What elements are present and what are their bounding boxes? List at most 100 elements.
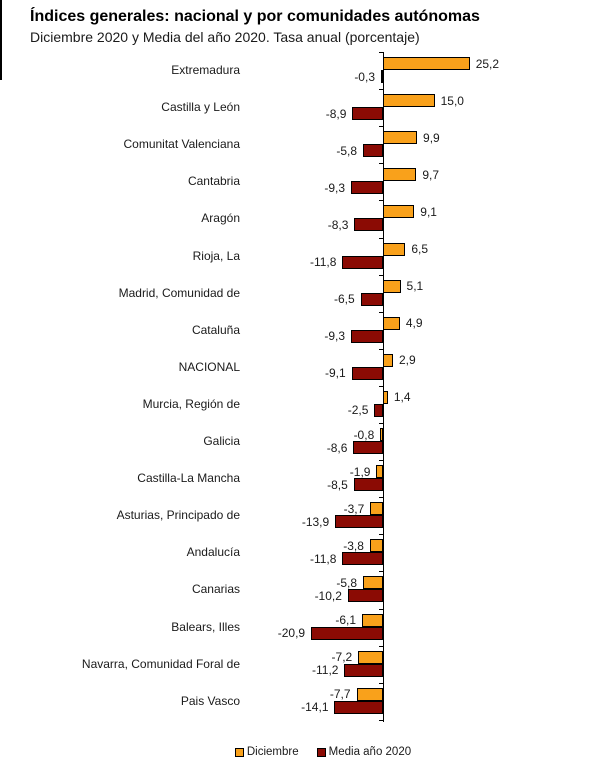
axis-tick	[379, 163, 383, 165]
value-label-media-ano-2020: -9,1	[325, 366, 346, 381]
legend-label: Diciembre	[246, 746, 299, 758]
bar-media-ano-2020	[353, 441, 383, 454]
value-label-december: -1,9	[349, 464, 371, 479]
value-label-december: 1,4	[393, 390, 411, 405]
value-label-media-ano-2020: -20,9	[277, 626, 306, 640]
bar-media-ano-2020	[335, 515, 383, 529]
value-label-media-ano-2020: -2,5	[347, 403, 369, 418]
bar-december	[383, 168, 417, 182]
category-label: Rioja, La	[192, 248, 240, 263]
axis-tick	[379, 200, 383, 202]
legend-item-diciembre: Diciembre	[234, 746, 299, 758]
axis-tick	[379, 237, 383, 239]
bar-media-ano-2020	[351, 181, 383, 195]
category-label: Galicia	[203, 434, 240, 448]
value-label-december: 2,9	[398, 353, 416, 368]
value-label-media-ano-2020: -10,2	[314, 588, 342, 603]
value-label-media-ano-2020: -9,3	[324, 180, 346, 195]
bar-december	[362, 613, 383, 627]
chart-subtitle: Diciembre 2020 y Media del año 2020. Tas…	[30, 29, 420, 45]
value-label-december: -7,2	[331, 650, 353, 665]
category-label: Castilla y León	[161, 100, 240, 115]
value-label-media-ano-2020: -13,9	[301, 514, 330, 529]
axis-tick	[379, 423, 383, 424]
value-label-media-ano-2020: -14,1	[301, 700, 329, 715]
bar-december	[358, 650, 383, 664]
bar-media-ano-2020	[353, 478, 383, 492]
axis-tick	[379, 348, 383, 350]
value-label-december: -3,8	[343, 538, 364, 553]
bar-december	[383, 279, 401, 293]
bar-december	[369, 539, 383, 553]
axis-tick	[379, 460, 383, 462]
category-label: Aragón	[201, 211, 240, 226]
axis-tick	[379, 385, 383, 387]
bar-december	[383, 242, 406, 256]
bar-media-ano-2020	[351, 366, 383, 380]
bar-media-ano-2020	[342, 552, 383, 566]
category-label: Balears, Illes	[171, 619, 240, 634]
category-label: Castilla-La Mancha	[137, 471, 240, 486]
bar-media-ano-2020	[351, 329, 383, 343]
legend-swatch-media-ano-2020-icon	[316, 747, 326, 757]
value-label-media-ano-2020: -8,6	[326, 440, 348, 455]
value-label-media-ano-2020: -0,3	[354, 69, 375, 84]
value-label-december: 15,0	[440, 93, 464, 108]
value-label-december: 9,7	[422, 167, 440, 182]
category-label: Murcia, Región de	[142, 396, 240, 411]
bar-december	[370, 502, 383, 516]
value-label-media-ano-2020: -9,3	[324, 329, 346, 344]
value-label-media-ano-2020: -8,3	[327, 217, 349, 232]
bar-media-ano-2020	[354, 218, 383, 232]
axis-tick	[379, 311, 383, 313]
value-label-december: -5,8	[336, 575, 358, 590]
bar-december	[363, 576, 383, 590]
value-label-december: -6,1	[335, 613, 357, 627]
bar-media-ano-2020	[363, 144, 383, 158]
axis-tick	[379, 274, 383, 276]
axis-tick	[379, 608, 383, 610]
axis-tick	[379, 89, 383, 91]
bar-december	[383, 94, 435, 108]
category-label: Madrid, Comunidad de	[118, 285, 240, 300]
axis-tick	[379, 571, 383, 573]
value-label-december: 4,9	[405, 316, 423, 331]
bar-december	[383, 316, 400, 330]
axis-tick	[379, 497, 383, 499]
bar-december	[383, 353, 393, 367]
value-label-media-ano-2020: -11,2	[312, 663, 339, 678]
page-left-border-fragment	[0, 0, 2, 80]
value-label-december: 9,1	[420, 204, 437, 219]
bar-december	[376, 465, 383, 479]
bar-media-ano-2020	[334, 700, 383, 714]
bar-media-ano-2020	[311, 626, 383, 640]
axis-tick	[379, 719, 383, 721]
value-label-december: 6,5	[411, 242, 429, 256]
bar-december	[380, 428, 383, 441]
legend-label: Media año 2020	[328, 746, 412, 758]
axis-tick	[379, 682, 383, 684]
category-label: Canarias	[191, 582, 240, 597]
value-label-december: 25,2	[475, 56, 500, 71]
category-label: Comunitat Valenciana	[123, 137, 240, 152]
category-label: NACIONAL	[178, 359, 240, 374]
value-label-media-ano-2020: -6,5	[333, 292, 355, 307]
value-label-media-ano-2020: -8,9	[325, 106, 347, 121]
axis-tick	[379, 645, 383, 647]
axis-tick	[379, 52, 383, 53]
axis-tick	[379, 534, 383, 536]
chart-legend: Diciembre Media año 2020	[38, 745, 608, 759]
value-label-media-ano-2020: -11,8	[309, 551, 337, 566]
value-label-media-ano-2020: -5,8	[336, 143, 358, 158]
axis-tick	[379, 126, 383, 128]
bar-december	[356, 687, 383, 701]
value-label-media-ano-2020: -8,5	[327, 477, 348, 492]
bar-december	[383, 131, 418, 145]
bar-media-ano-2020	[352, 107, 383, 121]
value-label-december: 9,9	[423, 130, 440, 145]
value-label-december: 5,1	[406, 279, 424, 294]
bar-media-ano-2020	[344, 663, 383, 677]
category-label: Cataluña	[191, 322, 240, 337]
bar-media-ano-2020	[342, 255, 383, 269]
